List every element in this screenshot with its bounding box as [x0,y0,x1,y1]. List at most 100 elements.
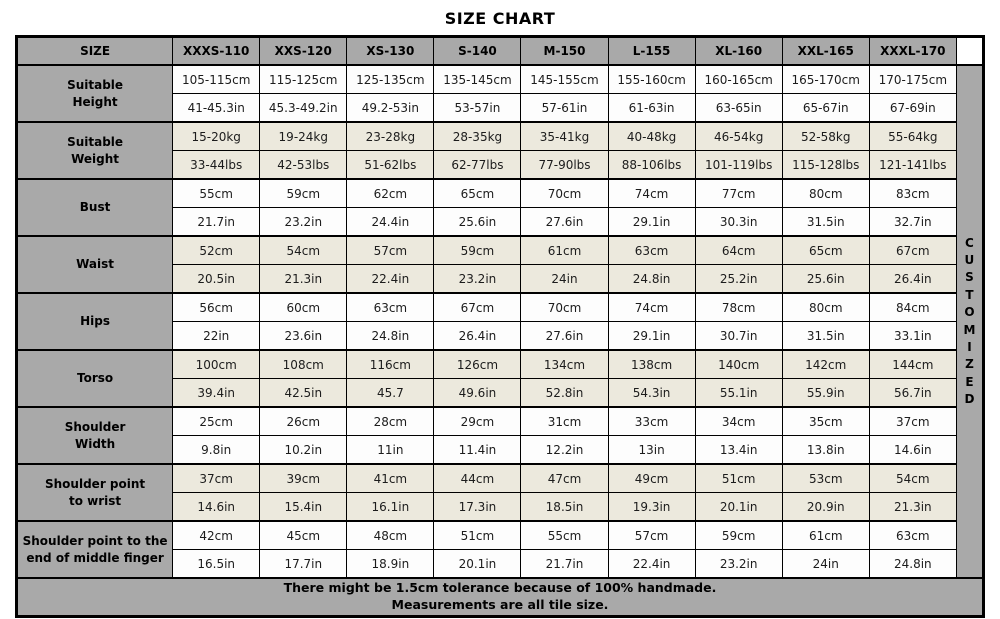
measurement-label-cell: Shoulder Width [15,406,174,465]
value-cell: 28cm [346,406,435,436]
value-cell: 16.1in [346,492,435,522]
value-cell: 53cm [781,463,870,493]
measurement-label-cell: Suitable Weight [15,121,174,180]
footer-note-line2: Measurements are all tile size. [391,597,609,612]
value-cell: 155-160cm [607,64,696,94]
value-cell: 62cm [346,178,435,208]
value-cell: 33-44lbs [172,150,261,180]
value-cell: 20.1in [694,492,783,522]
value-cell: 10.2in [259,435,348,465]
value-cell: 51-62lbs [346,150,435,180]
value-cell: 77-90lbs [520,150,609,180]
value-cell: 22.4in [346,264,435,294]
value-cell: 142cm [781,349,870,379]
value-cell: 65cm [433,178,522,208]
value-cell: 74cm [607,178,696,208]
measurement-label-cell: Torso [15,349,174,408]
value-cell: 52-58kg [781,121,870,151]
measurement-label-cell: Bust [15,178,174,237]
value-cell: 49cm [607,463,696,493]
value-cell: 33cm [607,406,696,436]
size-header-2: XXS-120 [259,36,348,66]
value-cell: 27.6in [520,207,609,237]
value-cell: 25.2in [694,264,783,294]
footer-row: There might be 1.5cm tolerance because o… [16,577,984,617]
value-cell: 14.6in [868,435,957,465]
value-cell: 37cm [868,406,957,436]
measurement-row: Suitable Weight 15-20kg 19-24kg 23-28kg 28-3… [15,121,984,180]
value-cell: 24.8in [346,321,435,351]
footer-note-cell: There might be 1.5cm tolerance because o… [16,577,984,617]
value-cell: 59cm [433,235,522,265]
value-cell: 13.8in [781,435,870,465]
value-cell: 31.5in [781,207,870,237]
value-cell: 31.5in [781,321,870,351]
value-cell: 33.1in [868,321,957,351]
measurement-label-cell: Hips [15,292,174,351]
value-cell: 24.4in [346,207,435,237]
value-cell: 16.5in [172,549,261,579]
value-cell: 59cm [694,520,783,550]
value-cell: 25.6in [781,264,870,294]
value-cell: 54.3in [607,378,696,408]
value-cell: 55.1in [694,378,783,408]
value-cell: 20.9in [781,492,870,522]
value-cell: 23.2in [694,549,783,579]
value-cell: 55cm [520,520,609,550]
value-cell: 23.6in [259,321,348,351]
value-cell: 13in [607,435,696,465]
value-cell: 35cm [781,406,870,436]
value-cell: 13.4in [694,435,783,465]
size-header-6: L-155 [607,36,696,66]
value-cell: 61cm [781,520,870,550]
value-cell: 64cm [694,235,783,265]
value-cell: 78cm [694,292,783,322]
measurement-row: Torso 100cm 108cm 116cm 126cm 134cm 138cm 140cm… [15,349,984,408]
value-cell: 40-48kg [607,121,696,151]
value-cell: 26.4in [868,264,957,294]
value-cell: 101-119lbs [694,150,783,180]
value-cell: 53-57in [433,93,522,123]
value-cell: 57cm [346,235,435,265]
size-header-4: S-140 [433,36,522,66]
value-cell: 20.1in [433,549,522,579]
value-cell: 18.9in [346,549,435,579]
value-cell: 125-135cm [346,64,435,94]
value-cell: 61cm [520,235,609,265]
value-cell: 11in [346,435,435,465]
value-cell: 56cm [172,292,261,322]
value-cell: 42cm [172,520,261,550]
measurement-row: 14.6in 15.4in 16.1in 17.3in 18.5in 19.3in 20.1… [17,492,984,522]
measurement-row: 21.7in 23.2in 24.4in 25.6in 27.6in 29.1in 30.3… [17,207,984,237]
value-cell: 21.7in [172,207,261,237]
value-cell: 24.8in [868,549,957,579]
value-cell: 52cm [172,235,261,265]
footer-note-line1: There might be 1.5cm tolerance because o… [283,580,717,596]
value-cell: 65-67in [781,93,870,123]
customized-vertical-label: C U S T O M I Z E D [955,64,985,579]
value-cell: 115-125cm [259,64,348,94]
value-cell: 37cm [172,463,261,493]
value-cell: 70cm [520,178,609,208]
page-title: SIZE CHART [444,9,556,28]
value-cell: 61-63in [607,93,696,123]
value-cell: 80cm [781,292,870,322]
value-cell: 41cm [346,463,435,493]
value-cell: 63-65in [694,93,783,123]
measurement-row: Bust 55cm 59cm 62cm 65cm 70cm 74cm 77cm 80cm 83cm [15,178,984,237]
value-cell: 55.9in [781,378,870,408]
value-cell: 21.7in [520,549,609,579]
value-cell: 31cm [520,406,609,436]
value-cell: 49.6in [433,378,522,408]
value-cell: 115-128lbs [781,150,870,180]
measurement-row: Shoulder point to the end of middle fing… [15,520,984,579]
value-cell: 32.7in [868,207,957,237]
value-cell: 39cm [259,463,348,493]
value-cell: 108cm [259,349,348,379]
value-cell: 48cm [346,520,435,550]
measurement-label-cell: Shoulder point to wrist [15,463,174,522]
measurement-label-cell: Waist [15,235,174,294]
value-cell: 18.5in [520,492,609,522]
measurement-row: Shoulder point to wrist 37cm 39cm 41cm 44cm 4… [15,463,984,522]
